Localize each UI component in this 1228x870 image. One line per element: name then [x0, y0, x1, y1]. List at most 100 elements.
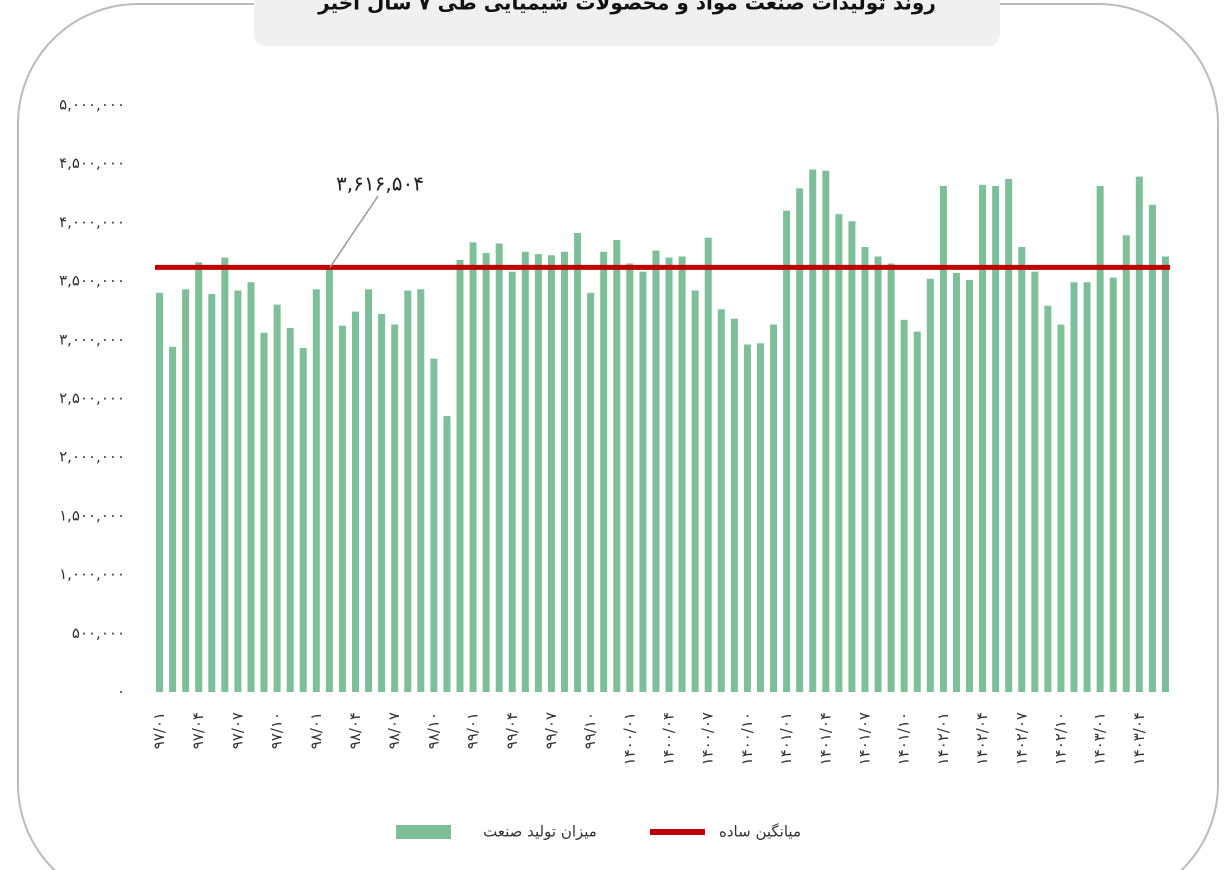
bar: [169, 346, 177, 692]
bar: [299, 348, 307, 692]
bar: [195, 262, 203, 692]
bar: [273, 304, 281, 692]
bar: [626, 263, 634, 692]
bar: [365, 289, 373, 692]
x-tick-label: ۹۷/۱۰: [268, 712, 286, 749]
bar: [469, 242, 477, 692]
bar: [952, 272, 960, 692]
bar: [691, 290, 699, 692]
average-value-label: ۳,۶۱۶,۵۰۴: [336, 172, 424, 196]
bar: [730, 318, 738, 692]
x-tick-label: ۹۷/۰۱: [150, 712, 168, 749]
legend-label: میانگین ساده: [719, 823, 801, 841]
bar: [704, 237, 712, 693]
bar: [1083, 282, 1091, 692]
bar: [482, 252, 490, 692]
bar: [574, 232, 582, 692]
y-tick-label: ۳,۵۰۰,۰۰۰: [59, 272, 125, 290]
annotation-leader: [329, 195, 379, 268]
bar: [404, 290, 412, 692]
bar: [561, 251, 569, 692]
x-tick-label: ۱۴۰۱/۰۱: [777, 712, 795, 765]
x-tick-label: ۹۸/۰۷: [385, 712, 403, 749]
bar: [639, 271, 647, 692]
x-tick-label: ۱۴۰۳/۰۴: [1130, 712, 1148, 765]
bar: [1109, 277, 1117, 692]
bar: [312, 289, 320, 692]
x-tick-label: ۱۴۰۲/۰۷: [1012, 712, 1030, 765]
bar: [809, 169, 817, 692]
x-tick-label: ۱۴۰۳/۰۱: [1091, 712, 1109, 765]
bar: [966, 279, 974, 692]
x-tick-label: ۱۴۰۱/۰۷: [855, 712, 873, 765]
x-tick-label: ۹۸/۰۱: [307, 712, 325, 749]
x-tick-label: ۹۹/۰۷: [542, 712, 560, 749]
y-tick-label: ۳,۰۰۰,۰۰۰: [59, 330, 125, 348]
y-tick-label: ۱,۵۰۰,۰۰۰: [59, 506, 125, 524]
x-tick-label: ۹۹/۰۴: [503, 712, 521, 749]
x-tick-label: ۱۴۰۰/۰۷: [699, 712, 717, 765]
bar: [417, 289, 425, 692]
bar: [182, 289, 190, 692]
y-tick-label: ۵۰۰,۰۰۰: [72, 624, 125, 642]
bar: [939, 186, 947, 693]
bar: [600, 251, 608, 692]
bar: [547, 255, 555, 692]
bar: [913, 331, 921, 692]
bar: [234, 290, 242, 692]
bar: [770, 324, 778, 692]
bar: [286, 328, 294, 692]
bar: [495, 243, 503, 693]
y-tick-label: ۵,۰۰۰,۰۰۰: [59, 96, 125, 114]
bar: [1057, 324, 1065, 692]
bar: [822, 170, 830, 692]
bar: [456, 259, 464, 692]
legend-swatch: [650, 829, 705, 835]
bar: [378, 313, 386, 692]
chart-title: روند تولیدات صنعت مواد و محصولات شیمیایی…: [317, 0, 936, 15]
bar: [717, 309, 725, 692]
bar: [260, 332, 268, 692]
bar: [1018, 247, 1026, 692]
x-tick-label: ۹۸/۱۰: [424, 712, 442, 749]
bar: [652, 250, 660, 693]
bar: [391, 324, 399, 692]
bar: [508, 271, 516, 692]
y-tick-label: ۴,۰۰۰,۰۰۰: [59, 213, 125, 231]
bar: [848, 221, 856, 692]
x-tick-label: ۹۷/۰۴: [189, 712, 207, 749]
bar: [1044, 305, 1052, 692]
bar: [338, 325, 346, 692]
bar: [221, 257, 229, 692]
x-tick-label: ۹۹/۱۰: [581, 712, 599, 749]
y-tick-label: ۴,۵۰۰,۰۰۰: [59, 154, 125, 172]
bar: [1096, 186, 1104, 693]
bar: [796, 188, 804, 692]
bar: [665, 257, 673, 692]
bar: [979, 184, 987, 692]
bar: [678, 256, 686, 692]
bar: [430, 358, 438, 692]
bar: [534, 254, 542, 692]
x-tick-label: ۹۸/۰۴: [346, 712, 364, 749]
legend-label: میزان تولید صنعت: [483, 823, 597, 841]
bar: [1122, 235, 1130, 692]
x-tick-label: ۱۴۰۲/۱۰: [1051, 712, 1069, 765]
y-tick-label: ۲,۰۰۰,۰۰۰: [59, 448, 125, 466]
x-tick-label: ۱۴۰۰/۰۴: [660, 712, 678, 765]
bar: [156, 292, 164, 692]
bar: [743, 344, 751, 692]
bar: [351, 311, 359, 692]
bar: [325, 268, 333, 692]
bar: [926, 278, 934, 692]
bar: [613, 240, 621, 692]
bar: [861, 247, 869, 692]
bar: [1135, 176, 1143, 692]
bar: [887, 263, 895, 692]
bar: [1005, 178, 1013, 692]
bar: [992, 186, 1000, 693]
y-tick-label: ۰: [117, 683, 125, 701]
bar: [900, 319, 908, 692]
x-tick-label: ۱۴۰۲/۰۴: [973, 712, 991, 765]
